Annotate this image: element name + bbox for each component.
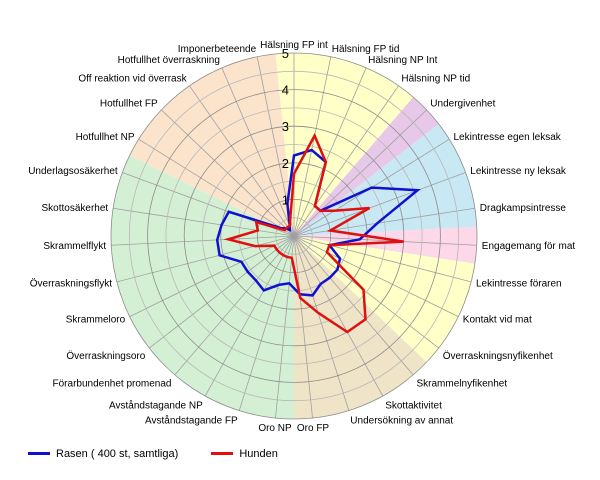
radial-ticks: 1 2 3 4 5	[282, 46, 289, 207]
sector-3	[294, 226, 477, 264]
ring-1	[275, 217, 313, 255]
category-label-11: Överraskningsnyfikenhet	[443, 350, 553, 362]
ring-5	[202, 144, 386, 328]
legend-swatch-rasen	[28, 452, 50, 455]
category-label-7: Dragkampsintresse	[480, 203, 567, 214]
category-label-20: Överraskningsoro	[66, 350, 145, 362]
category-label-5: Lekintresse egen leksak	[454, 132, 562, 143]
series-line-1	[223, 132, 404, 334]
category-label-8: Engagemang för mat	[482, 241, 576, 252]
category-label-0: Hälsning FP int	[260, 40, 328, 51]
series-layer	[215, 132, 421, 334]
sector-7	[129, 53, 294, 236]
category-label-15: Oro FP	[297, 423, 330, 434]
sector-6	[111, 155, 294, 419]
legend-label-rasen: Rasen ( 400 st, samtliga)	[56, 447, 179, 460]
category-label-19: Förarbundenhet promenad	[53, 379, 172, 390]
category-label-23: Skrammelflykt	[43, 241, 106, 252]
category-label-29: Hotfullhet överraskning	[118, 55, 220, 66]
category-label-2: Hälsning NP Int	[368, 55, 438, 66]
category-label-4: Undergivenhet	[430, 99, 495, 110]
category-label-1: Hälsning FP tid	[332, 44, 400, 55]
ring-8	[147, 89, 441, 383]
sector-5	[294, 236, 427, 419]
ring-10	[110, 52, 478, 420]
category-label-24: Skottosäkerhet	[41, 203, 108, 214]
category-label-18: Avståndstagande NP	[109, 399, 203, 411]
category-label-28: Off reaktion vid överrask	[78, 74, 187, 85]
category-label-12: Skrammelnyfikenhet	[417, 379, 508, 390]
r-tick-4: 4	[282, 83, 289, 98]
sector-2	[294, 123, 477, 236]
legend-item-hunden: Hunden	[211, 448, 278, 460]
legend: Rasen ( 400 st, samtliga) Hunden	[28, 446, 308, 460]
r-tick-5: 5	[282, 46, 289, 61]
category-label-6: Lekintresse ny leksak	[470, 166, 567, 177]
category-label-27: Hotfullhet FP	[100, 99, 158, 110]
ring-7	[165, 107, 423, 365]
r-tick-1: 1	[282, 192, 289, 207]
category-label-16: Oro NP	[258, 423, 292, 434]
category-label-25: Underlagsosäkerhet	[28, 166, 118, 177]
category-label-21: Skrammeloro	[66, 314, 126, 325]
category-label-17: Avståndstagande FP	[145, 414, 238, 426]
r-tick-3: 3	[282, 119, 289, 134]
category-label-14: Undersökning av annat	[350, 415, 453, 426]
category-label-3: Hälsning NP tid	[401, 74, 470, 85]
category-label-30: Imponerbeteende	[178, 44, 257, 55]
legend-item-rasen: Rasen ( 400 st, samtliga)	[28, 448, 178, 460]
ring-9	[128, 70, 460, 402]
category-label-13: Skottaktivitet	[385, 400, 442, 411]
radar-grid	[110, 52, 478, 420]
category-label-26: Hotfullhet NP	[76, 132, 135, 143]
legend-swatch-hunden	[211, 452, 234, 455]
r-tick-2: 2	[282, 156, 289, 171]
category-label-10: Kontakt vid mat	[463, 314, 532, 325]
ring-6	[183, 125, 405, 347]
sector-0	[275, 53, 414, 237]
category-label-9: Lekintresse föraren	[476, 279, 562, 290]
legend-label-hunden: Hunden	[239, 447, 278, 460]
category-label-22: Överraskningsflykt	[30, 278, 112, 290]
